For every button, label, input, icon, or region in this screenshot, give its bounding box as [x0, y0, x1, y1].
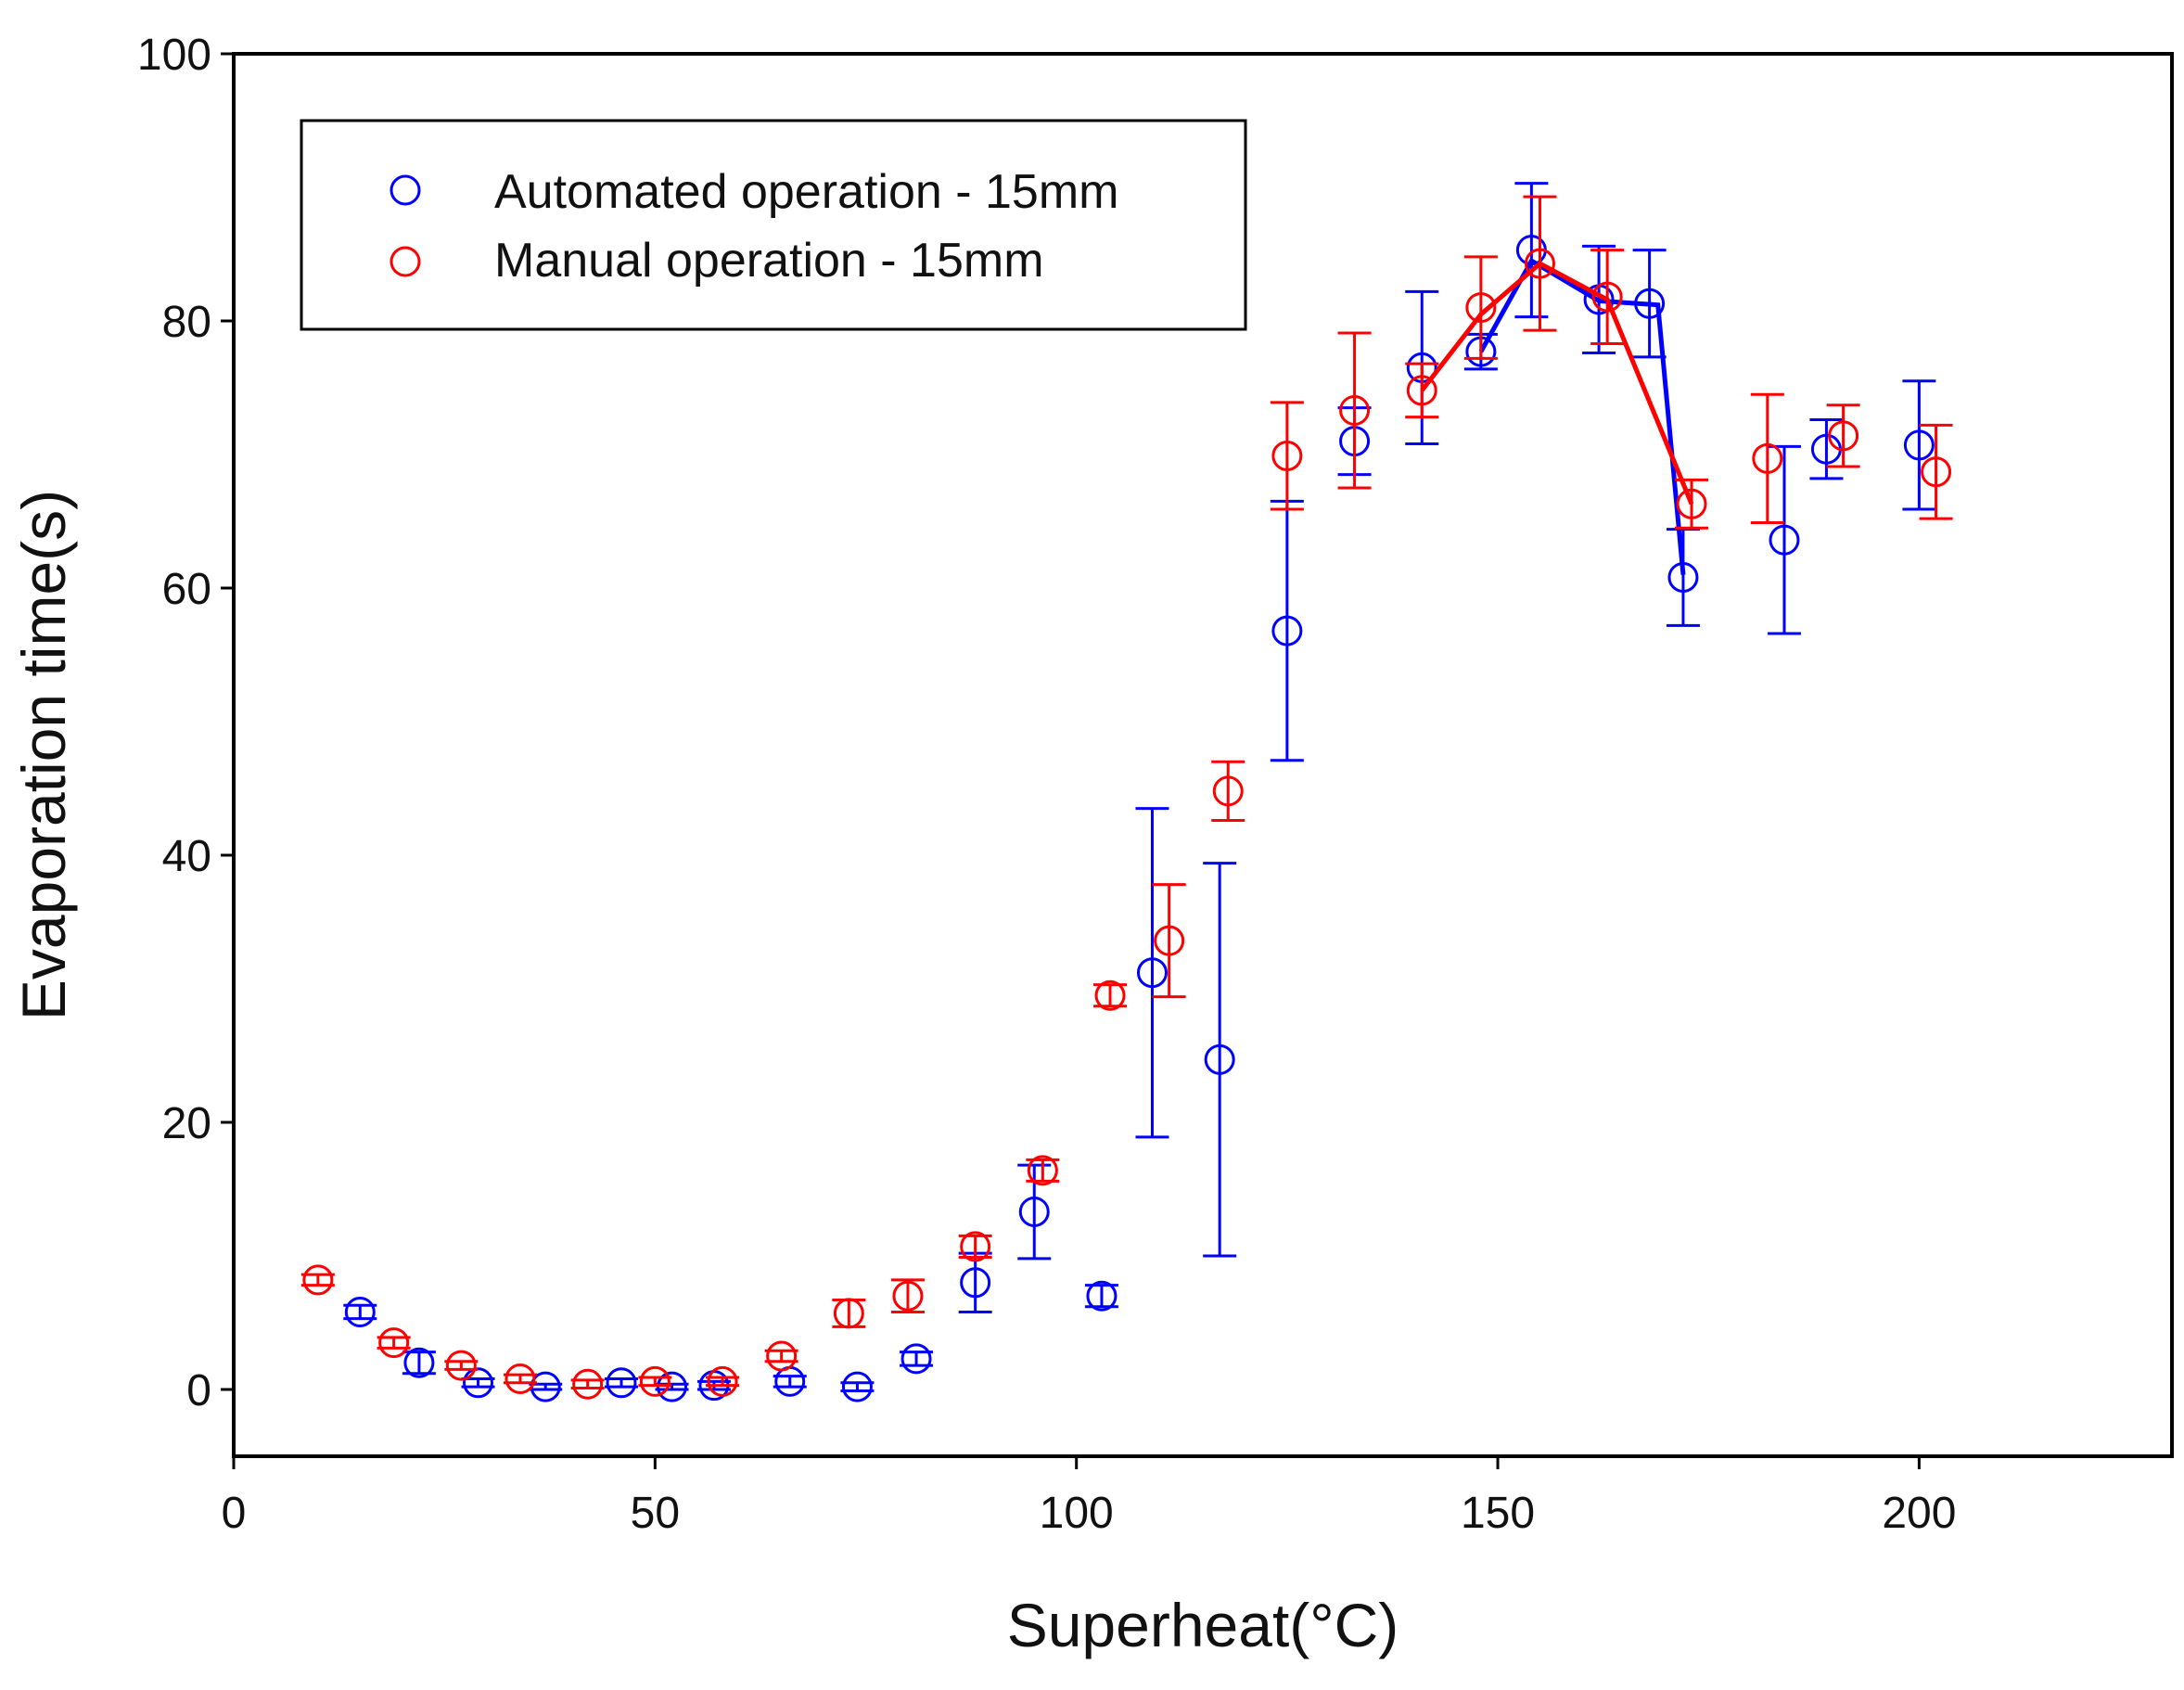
data-point-automated [606, 1367, 637, 1399]
y-tick-label: 80 [162, 298, 211, 347]
trend-line-manual [1420, 261, 1694, 506]
legend-box [300, 119, 1247, 331]
data-point-automated [1086, 1280, 1118, 1312]
legend: Automated operation - 15mm Manual operat… [300, 119, 1247, 331]
legend-marker-automated [390, 174, 421, 206]
data-point-manual [1027, 1155, 1058, 1186]
data-point-manual [1339, 394, 1371, 426]
data-point-manual [960, 1231, 991, 1262]
y-axis-label: Evaporation time(s) [9, 490, 78, 1020]
data-point-manual [833, 1298, 864, 1329]
trend-line-automated [1478, 257, 1686, 575]
data-point-manual [1828, 420, 1859, 452]
data-point-automated [403, 1347, 435, 1378]
y-tick-label: 0 [186, 1366, 211, 1415]
data-point-automated [463, 1367, 494, 1399]
x-tick-label: 50 [631, 1489, 680, 1538]
data-point-manual [1752, 442, 1783, 474]
data-point-automated [1136, 957, 1168, 989]
data-point-automated [1018, 1196, 1050, 1227]
data-point-manual [639, 1365, 671, 1397]
legend-label-automated: Automated operation - 15mm [494, 165, 1118, 219]
data-point-manual [1465, 292, 1497, 324]
legend-label-manual: Manual operation - 15mm [494, 234, 1044, 288]
data-point-manual [445, 1350, 477, 1381]
data-point-automated [1271, 615, 1303, 647]
data-point-automated [1667, 561, 1699, 593]
data-point-manual [1406, 375, 1437, 406]
y-axis: 0 20 40 60 80 100 [137, 31, 234, 1415]
data-point-manual [1676, 488, 1707, 519]
y-tick-label: 60 [162, 565, 211, 614]
data-point-manual [504, 1363, 536, 1394]
data-point-manual [572, 1368, 604, 1400]
data-point-manual [1154, 925, 1185, 956]
y-tick-label: 20 [162, 1099, 211, 1148]
data-point-automated [344, 1296, 376, 1327]
data-point-automated [1903, 429, 1935, 461]
x-axis-label: Superheat(°C) [1007, 1591, 1399, 1659]
data-point-manual [1921, 456, 1952, 488]
x-tick-label: 150 [1461, 1489, 1535, 1538]
data-point-manual [302, 1264, 334, 1296]
data-point-automated [900, 1343, 932, 1375]
series-manual [300, 195, 1953, 1400]
x-tick-label: 100 [1040, 1489, 1114, 1538]
data-point-manual [892, 1280, 924, 1312]
data-point-manual [1271, 440, 1303, 471]
data-point-manual [1212, 775, 1244, 807]
x-axis: 0 50 100 150 200 [222, 1456, 1956, 1538]
data-point-automated [1769, 524, 1800, 556]
data-point-automated [1634, 288, 1666, 319]
data-point-manual [1094, 979, 1126, 1011]
data-point-manual [378, 1327, 410, 1359]
x-tick-label: 0 [222, 1489, 247, 1538]
x-tick-label: 200 [1882, 1489, 1956, 1538]
plot-frame [232, 52, 2174, 1458]
y-tick-label: 100 [137, 31, 211, 80]
data-point-automated [841, 1371, 873, 1402]
data-point-automated [1204, 1043, 1235, 1075]
data-point-automated [960, 1267, 991, 1299]
data-point-manual [766, 1340, 798, 1372]
series-automated [343, 182, 1936, 1402]
legend-marker-manual [390, 246, 421, 277]
data-point-manual [1524, 248, 1555, 279]
data-point-manual [1591, 281, 1623, 313]
y-tick-label: 40 [162, 832, 211, 881]
data-series [300, 182, 1953, 1402]
data-point-manual [707, 1365, 738, 1397]
